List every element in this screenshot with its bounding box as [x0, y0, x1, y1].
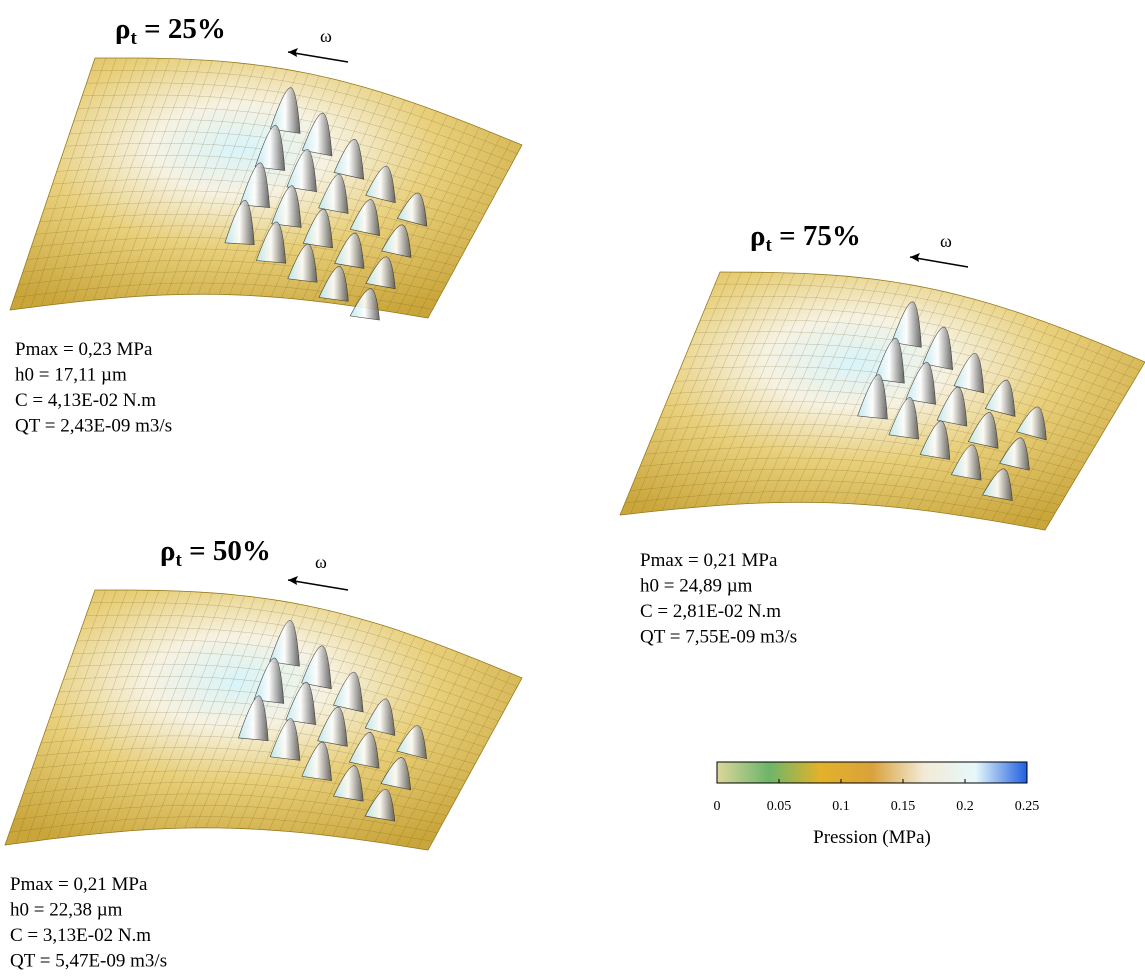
pressure-ridge: [238, 695, 269, 741]
arrow-head: [288, 48, 298, 57]
pressure-ridge: [364, 698, 396, 736]
result-line: QT = 5,47E-09 m3/s: [10, 951, 167, 972]
pressure-ridge: [888, 397, 919, 440]
pressure-ridge: [302, 208, 333, 249]
result-line: QT = 7,55E-09 m3/s: [640, 627, 797, 648]
pressure-ridge: [936, 386, 968, 427]
colorbar-tick-label: 0: [714, 799, 721, 814]
colorbar-scale: [716, 761, 1028, 784]
pressure-ridge: [224, 200, 255, 245]
pressure-ridge: [380, 757, 412, 791]
pressure-ridge: [364, 788, 396, 822]
pressure-ridge: [950, 444, 982, 481]
title-subscript: t: [131, 28, 138, 49]
result-line: C = 2,81E-02 N.m: [640, 601, 781, 622]
title-subscript: t: [766, 235, 773, 256]
title-symbol: ρ: [750, 220, 766, 252]
pressure-ridge: [239, 162, 270, 208]
result-line: Pmax = 0,23 MPa: [15, 339, 153, 360]
arrow-head: [288, 576, 298, 585]
panel-title: ρt = 25%: [115, 13, 226, 49]
pressure-ridge: [333, 765, 364, 802]
colorbar-tick-label: 0.25: [1015, 799, 1040, 814]
colorbar-tick-label: 0.1: [832, 799, 850, 814]
pressure-ridge: [381, 224, 412, 258]
pressure-ridge: [301, 112, 333, 157]
pressure-ridge: [254, 124, 286, 171]
pressure-ridge: [269, 718, 301, 761]
pressure-ridge: [984, 379, 1016, 417]
pressure-ridge: [287, 243, 318, 283]
panel-title: ρt = 75%: [750, 220, 861, 256]
colorbar: 0 0.05 0.1 0.15 0.2 0.25 Pression (MPa): [714, 761, 1040, 848]
pressure-ridge: [396, 192, 428, 227]
pressure-ridge: [269, 620, 300, 667]
result-line: C = 3,13E-02 N.m: [10, 925, 151, 946]
pressure-ridge: [349, 288, 380, 321]
pressure-ridge: [982, 468, 1013, 502]
pressure-ridge: [318, 173, 349, 214]
pressure-ridge: [891, 301, 922, 348]
pressure-ridge: [1016, 406, 1047, 441]
colorbar-tick-label: 0.15: [891, 799, 916, 814]
pressure-ridge: [285, 681, 316, 725]
result-line: Pmax = 0,21 MPa: [10, 874, 148, 895]
panel-title: ρt = 50%: [160, 535, 271, 571]
pressure-ridge: [301, 741, 332, 782]
result-line: h0 = 17,11 µm: [15, 365, 127, 386]
pressure-ridge: [255, 221, 287, 264]
pressure-ridge: [318, 266, 349, 302]
pressure-ridge: [922, 326, 953, 371]
colorbar-tick-label: 0.2: [956, 799, 974, 814]
pressure-ridge: [857, 374, 888, 420]
pressure-ridge: [967, 412, 999, 449]
title-value: = 75%: [772, 220, 861, 252]
pressure-ridge: [999, 437, 1030, 471]
title-value: = 50%: [182, 535, 271, 567]
result-line: QT = 2,43E-09 m3/s: [15, 416, 172, 437]
surface: [619, 271, 1145, 531]
pressure-ridge: [365, 165, 396, 204]
rotation-arrow: [287, 51, 349, 63]
arrow-head: [910, 253, 920, 262]
result-line: h0 = 24,89 µm: [640, 576, 753, 597]
pressure-ridge: [874, 337, 905, 384]
surface: [9, 57, 523, 321]
rotation-arrow: [909, 256, 969, 268]
pressure-ridge: [905, 361, 936, 405]
result-line: Pmax = 0,21 MPa: [640, 550, 778, 571]
pressure-ridge: [919, 420, 951, 460]
pressure-ridge: [365, 256, 396, 290]
pressure-ridge: [333, 139, 365, 180]
pressure-ridge: [269, 87, 301, 134]
pressure-ridge: [349, 199, 381, 236]
colorbar-tick-label: 0.05: [767, 799, 792, 814]
title-symbol: ρ: [160, 535, 176, 567]
pressure-ridge: [301, 645, 332, 690]
rotation-symbol: ω: [315, 552, 327, 572]
pressure-ridge: [253, 657, 285, 704]
rotation-symbol: ω: [940, 231, 952, 251]
pressure-ridge: [396, 725, 427, 760]
pressure-ridge: [334, 232, 365, 269]
pressure-ridge: [286, 149, 317, 193]
pressure-ridge: [332, 671, 364, 713]
surfaces: [4, 57, 1145, 851]
rotation-symbol: ω: [320, 26, 332, 46]
title-symbol: ρ: [115, 13, 131, 45]
result-line: C = 4,13E-02 N.m: [15, 390, 156, 411]
colorbar-label: Pression (MPa): [813, 827, 931, 848]
rotation-arrow: [287, 579, 349, 591]
pressure-ridge: [348, 731, 380, 769]
pressure-ridge: [953, 352, 985, 394]
title-value: = 25%: [137, 13, 226, 45]
result-line: h0 = 22,38 µm: [10, 900, 123, 921]
surface: [4, 589, 523, 851]
pressure-ridge: [271, 185, 302, 228]
pressure-ridge: [317, 706, 348, 747]
title-subscript: t: [176, 550, 183, 571]
